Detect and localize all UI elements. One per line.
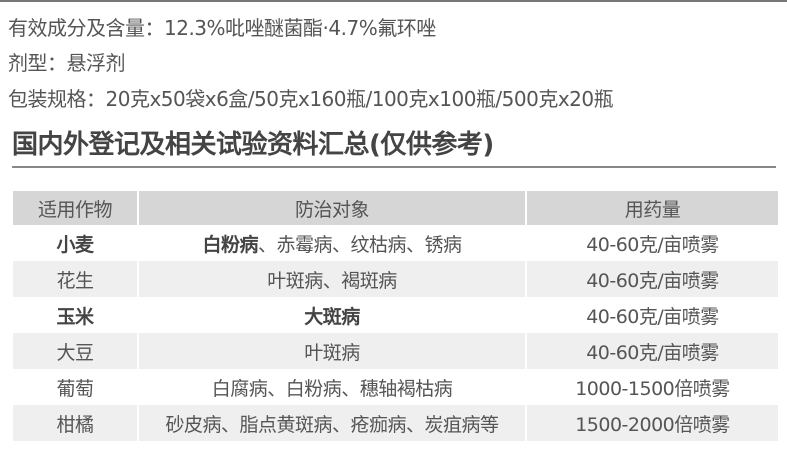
table-row: 花生 叶斑病、褐斑病 40-60克/亩喷雾 [13,261,778,297]
crop-cell: 大豆 [13,333,138,369]
dosage-cell: 40-60克/亩喷雾 [525,225,778,261]
dosage-cell: 40-60克/亩喷雾 [525,297,778,333]
crop-name: 小麦 [56,233,94,256]
target-cell: 白腐病、白粉病、穗轴褐枯病 [137,369,526,405]
dosage-cell: 1500-2000倍喷雾 [525,405,778,441]
formulation-text: 剂型：悬浮剂 [8,51,126,75]
target-bold: 白粉病 [202,233,258,256]
crop-name: 葡萄 [56,377,94,400]
target-text: 叶斑病 [304,341,360,364]
packaging-text: 包装规格：20克x50袋x6盒/50克x160瓶/100克x100瓶/500克x… [8,87,614,111]
section-title: 国内外登记及相关试验资料汇总(仅供参考) [12,130,494,160]
header-dosage: 用药量 [525,191,778,225]
crop-name: 玉米 [56,305,94,328]
crop-cell: 柑橘 [13,405,138,441]
dosage-cell: 40-60克/亩喷雾 [525,261,778,297]
dosage-cell: 40-60克/亩喷雾 [525,333,778,369]
dosage-cell: 1000-1500倍喷雾 [525,369,778,405]
crop-name: 大豆 [56,341,94,364]
crop-name: 柑橘 [56,413,94,436]
target-bold: 大斑病 [304,305,360,328]
target-text: 、赤霉病、纹枯病、锈病 [258,233,462,256]
table-header-row: 适用作物 防治对象 用药量 [13,191,778,225]
table-row: 大豆 叶斑病 40-60克/亩喷雾 [13,333,778,369]
crop-name: 花生 [56,269,94,292]
registration-table: 适用作物 防治对象 用药量 小麦 白粉病、赤霉病、纹枯病、锈病 40-60克/亩喷雾… [13,191,778,441]
target-text: 白腐病、白粉病、穗轴褐枯病 [211,377,453,400]
target-text: 叶斑病、褐斑病 [267,269,397,292]
top-divider [0,0,787,2]
target-text: 砂皮病、脂点黄斑病、疮痂病、炭疽病等 [165,413,499,436]
table-row: 柑橘 砂皮病、脂点黄斑病、疮痂病、炭疽病等 1500-2000倍喷雾 [13,405,778,441]
table-row: 葡萄 白腐病、白粉病、穗轴褐枯病 1000-1500倍喷雾 [13,369,778,405]
crop-cell: 葡萄 [13,369,138,405]
header-target: 防治对象 [137,191,526,225]
table-row: 小麦 白粉病、赤霉病、纹枯病、锈病 40-60克/亩喷雾 [13,225,778,261]
target-cell: 叶斑病 [137,333,526,369]
crop-cell: 花生 [13,261,138,297]
target-cell: 砂皮病、脂点黄斑病、疮痂病、炭疽病等 [137,405,526,441]
target-cell: 叶斑病、褐斑病 [137,261,526,297]
table-row: 玉米 大斑病 40-60克/亩喷雾 [13,297,778,333]
target-cell: 大斑病 [137,297,526,333]
crop-cell: 小麦 [13,225,138,261]
ingredients-text: 有效成分及含量：12.3%吡唑醚菌酯·4.7%氟环唑 [8,16,436,40]
target-cell: 白粉病、赤霉病、纹枯病、锈病 [137,225,526,261]
header-crop: 适用作物 [13,191,138,225]
section-divider [12,166,776,168]
crop-cell: 玉米 [13,297,138,333]
